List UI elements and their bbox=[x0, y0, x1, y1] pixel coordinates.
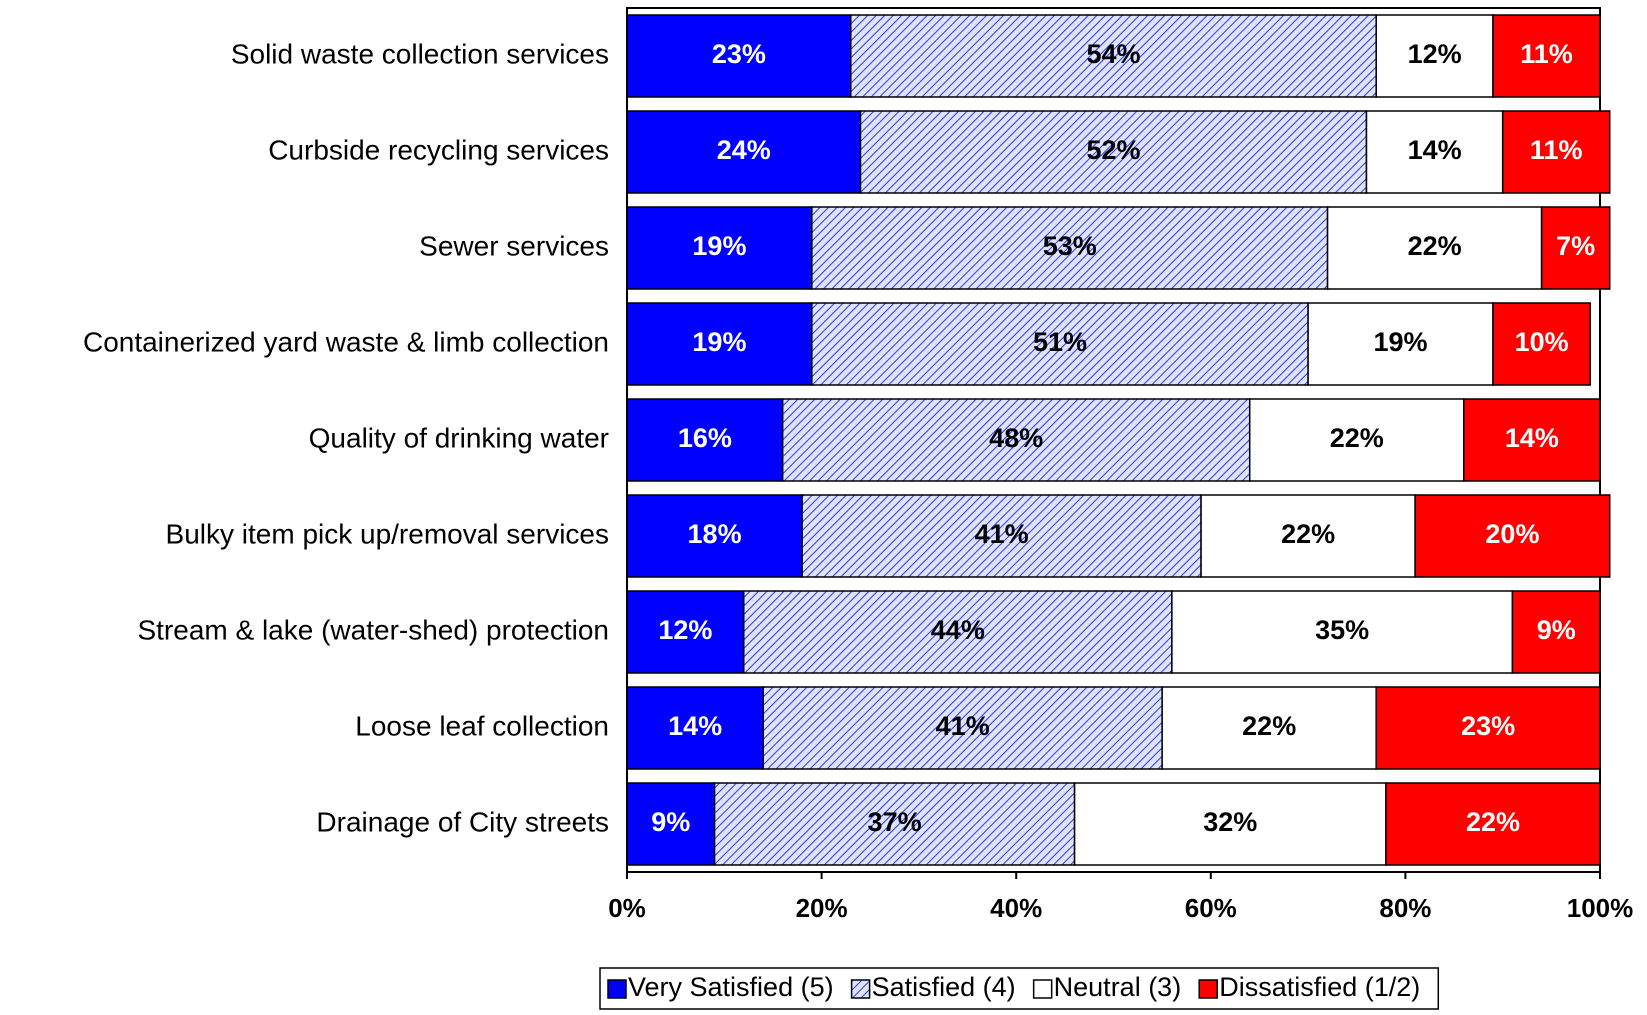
bar-segment bbox=[1073, 782, 1387, 866]
bar-segment bbox=[1540, 206, 1611, 290]
value-label: 18% bbox=[688, 519, 742, 549]
value-label: 35% bbox=[1315, 615, 1369, 645]
bar-segment bbox=[801, 494, 1202, 578]
bar-segment bbox=[1200, 494, 1416, 578]
bar-segment bbox=[811, 302, 1309, 386]
value-label: 48% bbox=[989, 423, 1043, 453]
bar-segment bbox=[1414, 494, 1611, 578]
value-label: 11% bbox=[1520, 39, 1573, 69]
value-label: 37% bbox=[868, 807, 922, 837]
x-tick-label: 20% bbox=[796, 893, 848, 923]
bar-segment bbox=[1375, 686, 1601, 770]
category-label: Sewer services bbox=[419, 230, 609, 261]
value-label: 23% bbox=[712, 39, 766, 69]
value-label: 22% bbox=[1466, 807, 1520, 837]
legend-label: Dissatisfied (1/2) bbox=[1219, 972, 1420, 1002]
x-tick-label: 60% bbox=[1185, 893, 1237, 923]
value-label: 51% bbox=[1033, 327, 1087, 357]
bar-segment bbox=[626, 14, 852, 98]
value-label: 19% bbox=[692, 327, 746, 357]
value-label: 16% bbox=[678, 423, 732, 453]
value-label: 7% bbox=[1556, 231, 1595, 261]
value-label: 24% bbox=[717, 135, 771, 165]
category-label: Quality of drinking water bbox=[309, 422, 609, 453]
x-tick-label: 80% bbox=[1379, 893, 1431, 923]
bar-segment bbox=[1501, 110, 1611, 194]
category-label: Loose leaf collection bbox=[355, 710, 609, 741]
legend-box bbox=[599, 967, 1440, 1010]
bar-segment bbox=[850, 14, 1377, 98]
value-label: 22% bbox=[1242, 711, 1296, 741]
value-label: 41% bbox=[975, 519, 1029, 549]
value-label: 12% bbox=[1408, 39, 1462, 69]
value-label: 53% bbox=[1043, 231, 1097, 261]
bar-segment bbox=[626, 110, 862, 194]
category-label: Curbside recycling services bbox=[268, 134, 609, 165]
bar-segment bbox=[781, 398, 1251, 482]
legend-swatch bbox=[1032, 979, 1053, 999]
bar-segment bbox=[811, 206, 1329, 290]
bar-segment bbox=[1492, 14, 1601, 98]
value-label: 9% bbox=[1537, 615, 1576, 645]
legend-swatch bbox=[607, 979, 627, 999]
legend-label: Very Satisfied (5) bbox=[628, 972, 834, 1002]
bar-segment bbox=[762, 686, 1163, 770]
bar-segment bbox=[626, 494, 803, 578]
value-label: 20% bbox=[1485, 519, 1539, 549]
value-label: 54% bbox=[1086, 39, 1140, 69]
x-tick-label: 40% bbox=[990, 893, 1042, 923]
bar-segment bbox=[626, 206, 813, 290]
x-tick-label: 0% bbox=[608, 893, 646, 923]
value-label: 9% bbox=[651, 807, 690, 837]
bar-segment bbox=[743, 590, 1173, 674]
bar-segment bbox=[626, 590, 745, 674]
value-label: 12% bbox=[658, 615, 712, 645]
value-label: 23% bbox=[1461, 711, 1515, 741]
legend-label: Satisfied (4) bbox=[872, 972, 1016, 1002]
category-label: Stream & lake (water-shed) protection bbox=[137, 614, 609, 645]
bar-segment bbox=[1326, 206, 1543, 290]
value-label: 44% bbox=[931, 615, 985, 645]
bar-segment bbox=[1171, 590, 1514, 674]
bar-segment bbox=[1161, 686, 1377, 770]
category-label: Containerized yard waste & limb collecti… bbox=[83, 326, 609, 357]
value-label: 52% bbox=[1086, 135, 1140, 165]
value-label: 19% bbox=[1374, 327, 1428, 357]
bar-segment bbox=[1307, 302, 1494, 386]
bar-segment bbox=[1492, 302, 1592, 386]
value-label: 14% bbox=[1408, 135, 1462, 165]
value-label: 22% bbox=[1330, 423, 1384, 453]
legend-swatch bbox=[850, 979, 871, 999]
value-label: 19% bbox=[692, 231, 746, 261]
x-tick-label: 100% bbox=[1567, 893, 1634, 923]
value-label: 22% bbox=[1281, 519, 1335, 549]
value-label: 10% bbox=[1515, 327, 1569, 357]
category-label: Drainage of City streets bbox=[316, 806, 609, 837]
bar-segment bbox=[859, 110, 1368, 194]
value-label: 14% bbox=[668, 711, 722, 741]
legend-label: Neutral (3) bbox=[1054, 972, 1182, 1002]
bar-segment bbox=[626, 302, 813, 386]
legend-swatch bbox=[1198, 979, 1218, 999]
category-label: Solid waste collection services bbox=[231, 38, 609, 69]
bar-segment bbox=[1463, 398, 1601, 482]
bar-segment bbox=[1511, 590, 1601, 674]
value-label: 14% bbox=[1505, 423, 1559, 453]
category-label: Bulky item pick up/removal services bbox=[166, 518, 609, 549]
value-label: 22% bbox=[1408, 231, 1462, 261]
bar-segment bbox=[1365, 110, 1504, 194]
bar-segment bbox=[1248, 398, 1465, 482]
bar-segment bbox=[1385, 782, 1601, 866]
value-label: 11% bbox=[1530, 135, 1583, 165]
value-label: 32% bbox=[1203, 807, 1257, 837]
value-label: 41% bbox=[936, 711, 990, 741]
bar-segment bbox=[626, 686, 764, 770]
bar-segment bbox=[626, 398, 784, 482]
